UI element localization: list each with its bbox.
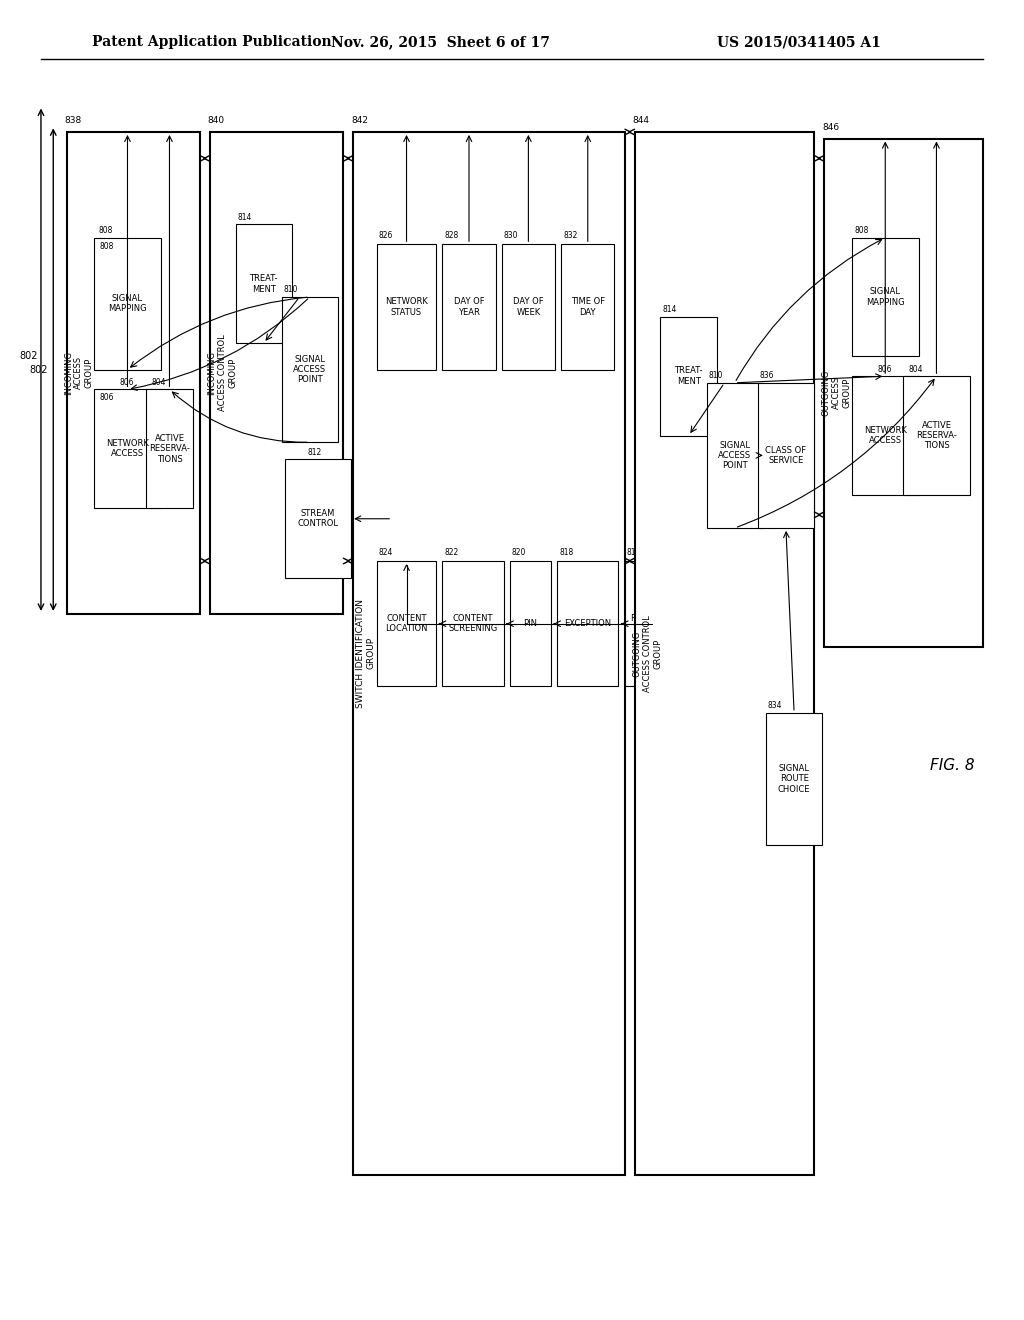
FancyBboxPatch shape [852, 238, 919, 356]
FancyBboxPatch shape [67, 132, 200, 614]
Text: 804: 804 [908, 364, 923, 374]
FancyBboxPatch shape [660, 317, 717, 436]
Text: NETWORK
STATUS: NETWORK STATUS [385, 297, 428, 317]
Text: 802: 802 [30, 364, 48, 375]
FancyBboxPatch shape [707, 383, 763, 528]
Text: 814: 814 [663, 305, 677, 314]
FancyBboxPatch shape [353, 132, 625, 1175]
Text: 810: 810 [284, 285, 298, 294]
Text: 802: 802 [19, 351, 38, 362]
FancyBboxPatch shape [824, 139, 983, 647]
Text: 836: 836 [760, 371, 774, 380]
Text: DAY OF
YEAR: DAY OF YEAR [454, 297, 484, 317]
FancyBboxPatch shape [442, 244, 496, 370]
Text: Nov. 26, 2015  Sheet 6 of 17: Nov. 26, 2015 Sheet 6 of 17 [331, 36, 550, 49]
Text: CONTENT
LOCATION: CONTENT LOCATION [385, 614, 428, 634]
Text: Patent Application Publication: Patent Application Publication [92, 36, 332, 49]
Text: 818: 818 [559, 548, 573, 557]
Text: 838: 838 [65, 116, 82, 125]
Text: INCOMING
ACCESS CONTROL
GROUP: INCOMING ACCESS CONTROL GROUP [207, 334, 238, 412]
FancyBboxPatch shape [510, 561, 551, 686]
Text: 826: 826 [379, 231, 393, 240]
FancyBboxPatch shape [282, 297, 338, 442]
Text: SIGNAL
ACCESS
POINT: SIGNAL ACCESS POINT [718, 441, 752, 470]
Text: INCOMING
ACCESS
GROUP: INCOMING ACCESS GROUP [63, 351, 94, 395]
Text: CONTENT
SCREENING: CONTENT SCREENING [449, 614, 498, 634]
Text: 828: 828 [444, 231, 459, 240]
Text: TIME OF
DAY: TIME OF DAY [570, 297, 605, 317]
Text: SIGNAL
MAPPING: SIGNAL MAPPING [866, 288, 904, 306]
Text: SWITCH IDENTIFICATION
GROUP: SWITCH IDENTIFICATION GROUP [356, 599, 375, 708]
FancyBboxPatch shape [903, 376, 970, 495]
Text: 812: 812 [307, 447, 322, 457]
Text: OUTGOING
ACCESS
GROUP: OUTGOING ACCESS GROUP [821, 370, 852, 416]
Text: PIN: PIN [523, 619, 538, 628]
Text: EXCEPTION: EXCEPTION [564, 619, 611, 628]
FancyBboxPatch shape [625, 561, 684, 686]
Text: 842: 842 [351, 116, 369, 125]
Text: TREAT-
MENT: TREAT- MENT [675, 367, 702, 385]
FancyBboxPatch shape [502, 244, 555, 370]
FancyBboxPatch shape [766, 713, 822, 845]
Text: NETWORK
ACCESS: NETWORK ACCESS [864, 426, 906, 445]
FancyBboxPatch shape [377, 244, 436, 370]
Text: TREAT-
MENT: TREAT- MENT [250, 275, 278, 293]
FancyBboxPatch shape [557, 561, 618, 686]
Text: 840: 840 [208, 116, 225, 125]
Text: FIG. 8: FIG. 8 [930, 758, 975, 774]
FancyBboxPatch shape [236, 224, 292, 343]
Text: 804: 804 [152, 378, 166, 387]
Text: SIGNAL
MAPPING: SIGNAL MAPPING [109, 294, 146, 313]
FancyBboxPatch shape [442, 561, 504, 686]
Text: NETWORK
ACCESS: NETWORK ACCESS [106, 440, 148, 458]
Text: 846: 846 [822, 123, 840, 132]
FancyBboxPatch shape [852, 376, 919, 495]
Text: ACTIVE
RESERVA-
TIONS: ACTIVE RESERVA- TIONS [150, 434, 189, 463]
FancyBboxPatch shape [561, 244, 614, 370]
Text: 814: 814 [238, 213, 252, 222]
Text: 810: 810 [709, 371, 723, 380]
FancyBboxPatch shape [377, 561, 436, 686]
Text: SIGNAL
ACCESS
POINT: SIGNAL ACCESS POINT [293, 355, 327, 384]
FancyBboxPatch shape [94, 389, 161, 508]
Text: CLASS OF
SERVICE: CLASS OF SERVICE [765, 446, 807, 465]
Text: 816: 816 [627, 548, 641, 557]
FancyBboxPatch shape [758, 383, 814, 528]
Text: 808: 808 [854, 226, 868, 235]
Text: 822: 822 [444, 548, 459, 557]
Text: 808: 808 [99, 242, 114, 251]
Text: US 2015/0341405 A1: US 2015/0341405 A1 [717, 36, 881, 49]
Text: 806: 806 [99, 393, 114, 403]
Text: 806: 806 [878, 364, 892, 374]
FancyBboxPatch shape [94, 238, 161, 370]
Text: 806: 806 [120, 378, 134, 387]
Text: STREAM
CONTROL: STREAM CONTROL [297, 510, 339, 528]
FancyBboxPatch shape [285, 459, 351, 578]
Text: ACTIVE
RESERVA-
TIONS: ACTIVE RESERVA- TIONS [916, 421, 956, 450]
Text: SIGNAL
ROUTE
CHOICE: SIGNAL ROUTE CHOICE [778, 764, 810, 793]
Text: 844: 844 [633, 116, 650, 125]
FancyBboxPatch shape [146, 389, 193, 508]
Text: 820: 820 [512, 548, 526, 557]
Text: 834: 834 [768, 701, 782, 710]
FancyBboxPatch shape [210, 132, 343, 614]
Text: REFERRING
HOST: REFERRING HOST [630, 614, 679, 634]
Text: DAY OF
WEEK: DAY OF WEEK [513, 297, 544, 317]
FancyBboxPatch shape [635, 132, 814, 1175]
Text: 824: 824 [379, 548, 393, 557]
Text: 830: 830 [504, 231, 518, 240]
Text: 808: 808 [98, 226, 113, 235]
Text: 832: 832 [563, 231, 578, 240]
Text: OUTGOING
ACCESS CONTROL
GROUP: OUTGOING ACCESS CONTROL GROUP [632, 615, 663, 692]
